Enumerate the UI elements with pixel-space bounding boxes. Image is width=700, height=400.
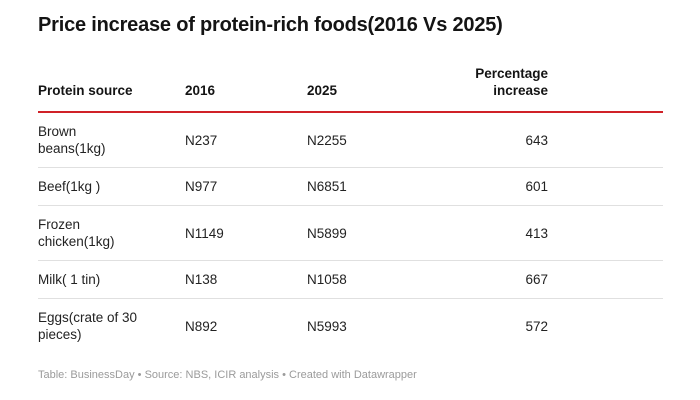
cell-2016: N237 — [185, 112, 307, 168]
cell-2016: N1149 — [185, 205, 307, 261]
attribution-footer: Table: BusinessDay • Source: NBS, ICIR a… — [38, 369, 417, 381]
page-title: Price increase of protein-rich foods(201… — [38, 14, 503, 36]
data-table: Protein source 2016 2025 Percentage incr… — [38, 37, 663, 353]
cell-2025: N2255 — [307, 112, 430, 168]
cell-2025: N5993 — [307, 318, 347, 334]
table-row: Brown beans(1kg) N237 N2255 643 — [38, 112, 663, 168]
cell-protein-source: Eggs(crate of 30 pieces) — [38, 310, 138, 342]
cell-2016: N138 — [185, 260, 307, 299]
cell-2025: N6851 — [307, 167, 430, 206]
cell-protein-source: Beef(1kg ) — [38, 167, 185, 206]
column-header-protein-source: Protein source — [38, 37, 185, 113]
cell-percentage-increase: 601 — [430, 167, 663, 206]
table-header: Protein source 2016 2025 Percentage incr… — [38, 37, 663, 113]
table-row: Frozen chicken(1kg) N1149 N5899 413 — [38, 205, 663, 261]
column-header-2016: 2016 — [185, 37, 307, 113]
cell-percentage-increase: 643 — [430, 112, 663, 168]
cell-protein-source: Brown beans(1kg) — [38, 112, 185, 168]
cell-2016: N892 — [185, 318, 218, 334]
table-row: Milk( 1 tin) N138 N1058 667 — [38, 260, 663, 299]
column-header-2025: 2025 — [307, 37, 430, 113]
table-row: Beef(1kg ) N977 N6851 601 — [38, 167, 663, 206]
header-row: Protein source 2016 2025 Percentage incr… — [38, 37, 663, 113]
cell-protein-source: Frozen chicken(1kg) — [38, 205, 185, 261]
cell-2025: N1058 — [307, 260, 430, 299]
cell-percentage-increase: 572 — [525, 318, 548, 334]
table-row: Eggs(crate of 30 pieces) N892 N5993 572 — [38, 299, 663, 354]
cell-percentage-increase: 667 — [430, 260, 663, 299]
table-body: Brown beans(1kg) N237 N2255 643 Beef(1kg ) N9… — [38, 112, 663, 353]
cell-2025: N5899 — [307, 205, 430, 261]
column-header-percentage-increase: Percentage increase — [430, 37, 663, 113]
cell-percentage-increase: 413 — [430, 205, 663, 261]
cell-2016: N977 — [185, 167, 307, 206]
cell-protein-source: Milk( 1 tin) — [38, 260, 185, 299]
